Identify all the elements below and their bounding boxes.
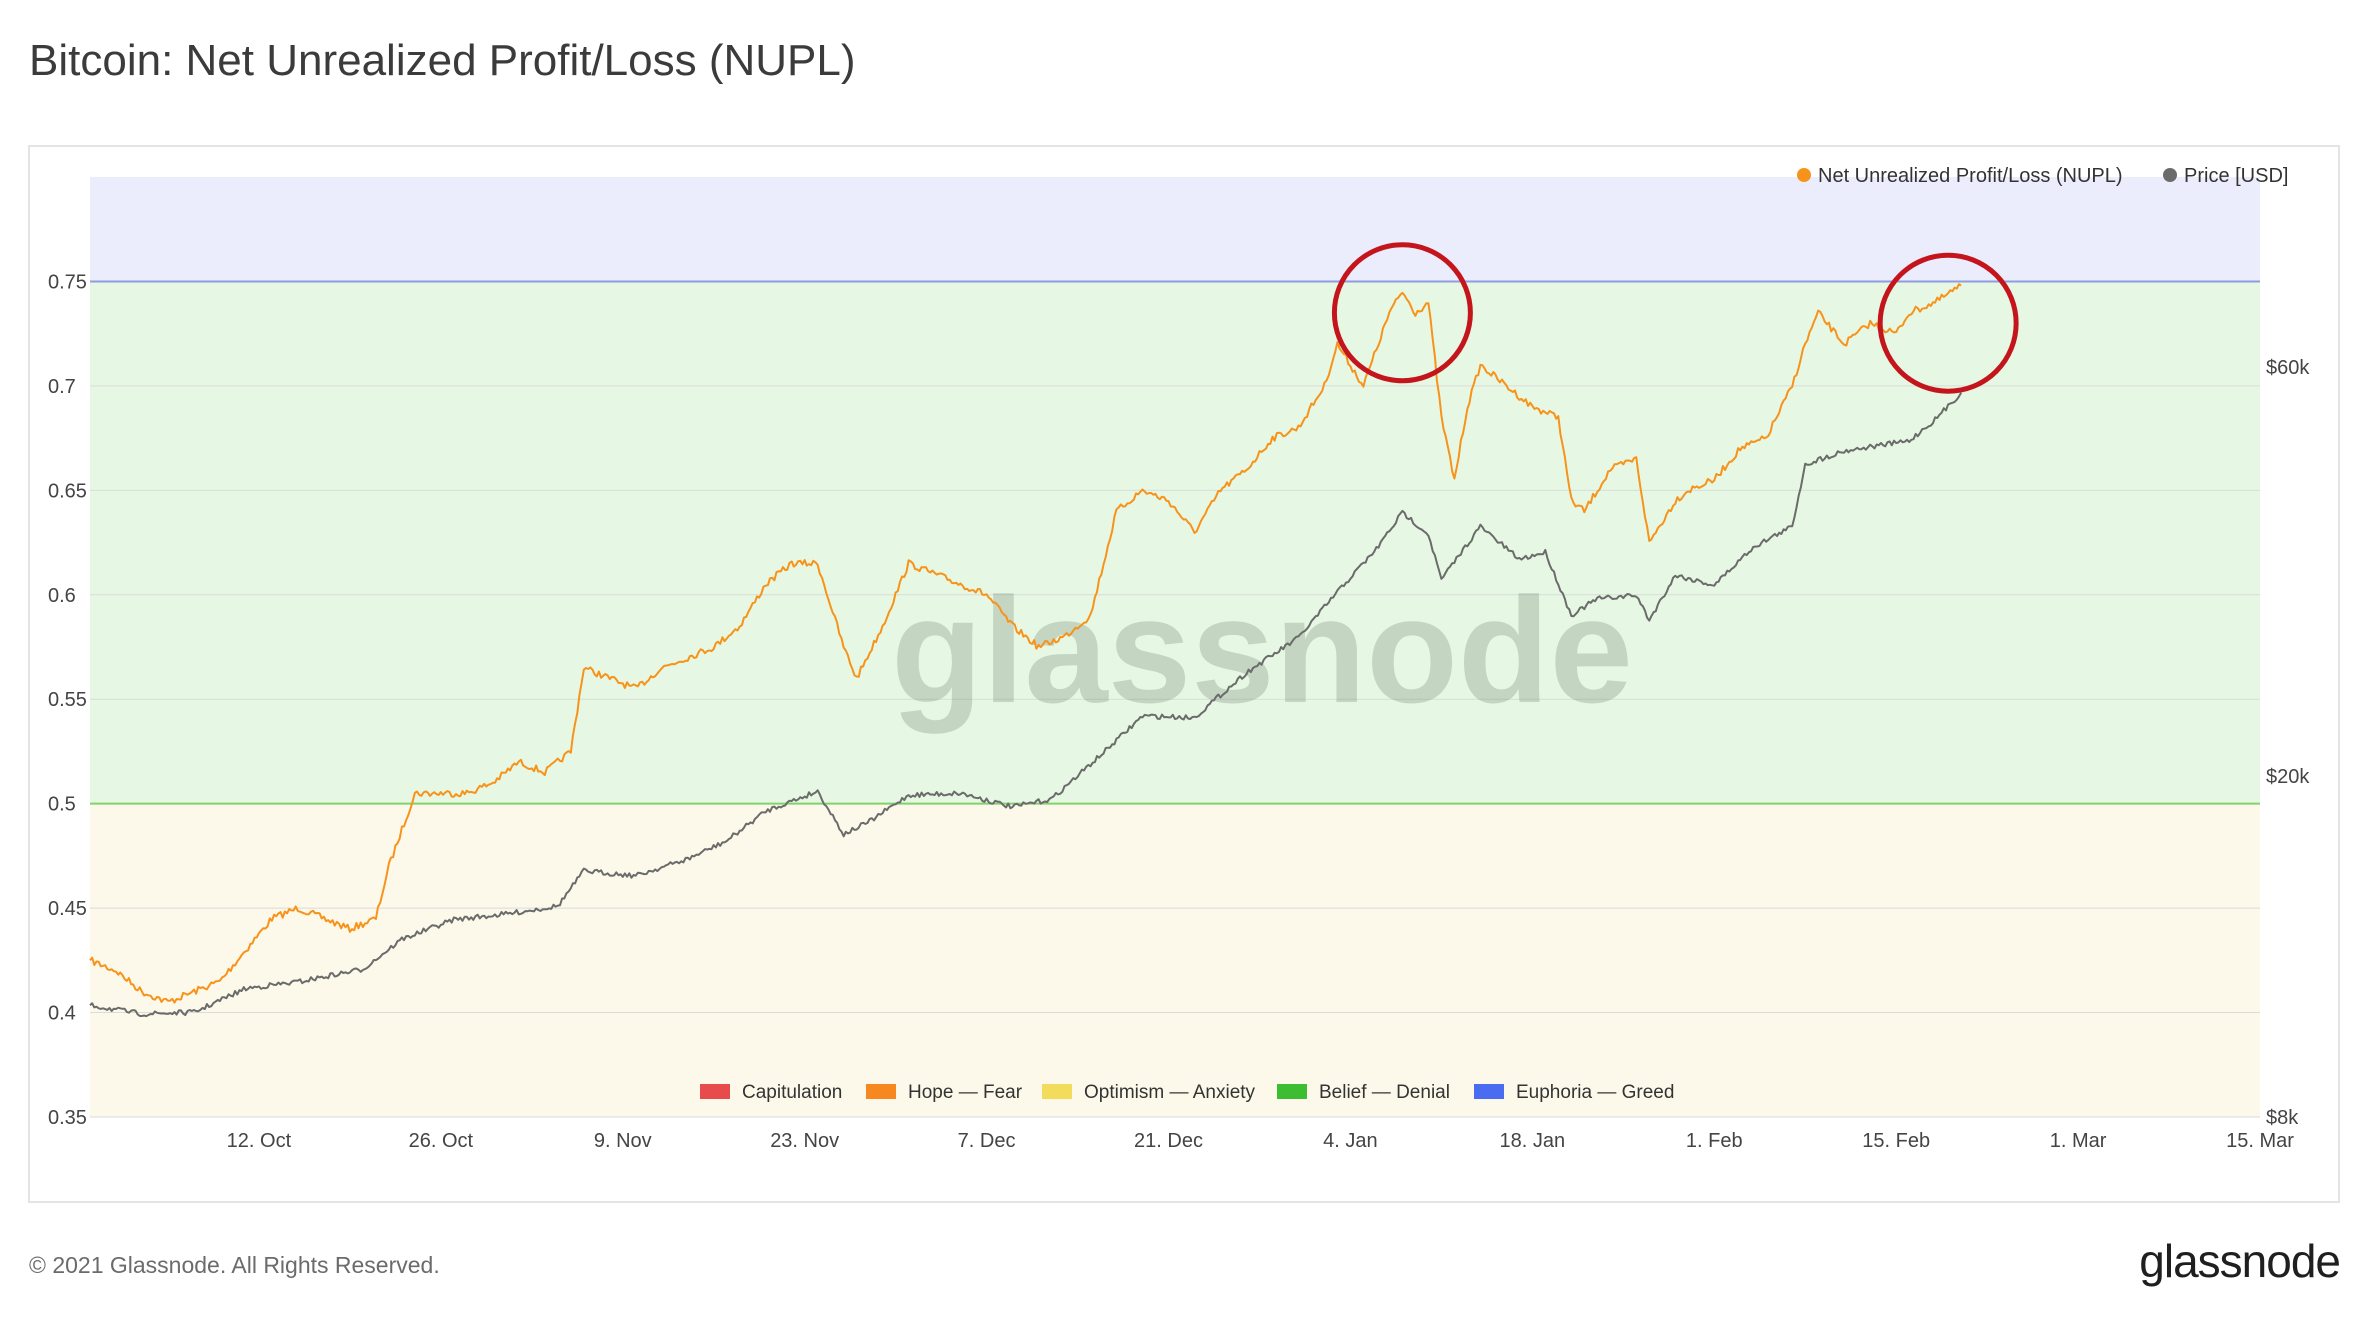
- y-axis-left: 0.35 0.4 0.45 0.5 0.55 0.6 0.65 0.7 0.75: [48, 271, 87, 1129]
- zone-legend-swatch-4: [1474, 1084, 1504, 1099]
- series-line-price: [89, 392, 1962, 1018]
- nupl-chart: glassnode 0.350.40.450.50.550.60.650.70.…: [48, 165, 2310, 1152]
- x-tick-label: 1. Feb: [1686, 1130, 1743, 1152]
- y-left-tick-label: 0.5: [48, 794, 76, 816]
- y-right-tick-label: $60k: [2266, 357, 2310, 379]
- x-tick-label: 23. Nov: [770, 1130, 839, 1152]
- y-axis-right: $8k $20k $60k: [2266, 357, 2310, 1129]
- x-tick-label: 21. Dec: [1134, 1130, 1203, 1152]
- y-right-tick-label: $8k: [2266, 1107, 2299, 1129]
- x-tick-label: 1. Mar: [2050, 1130, 2107, 1152]
- x-axis: 12. Oct 26. Oct 9. Nov 23. Nov 7. Dec 21. Dec…: [227, 1130, 2295, 1152]
- series-legend: Net Unrealized Profit/Loss (NUPL) Price […: [1797, 165, 2288, 187]
- chart-container: glassnode 0.35 0.4 0.45 0.5 0.55 0.6 0.65 0.7 0.…: [28, 145, 2340, 1203]
- zone-legend: Capitulation Hope — Fear Optimism — Anxiet…: [700, 1082, 1674, 1103]
- y-left-tick-label: 0.45: [48, 898, 87, 920]
- zone-legend-swatch-1: [866, 1084, 896, 1099]
- page-title: Bitcoin: Net Unrealized Profit/Loss (NUP…: [29, 36, 856, 85]
- annotation-circle-0: [1331, 242, 1473, 384]
- x-tick-label: 7. Dec: [958, 1130, 1016, 1152]
- y-left-tick-label: 0.55: [48, 689, 87, 711]
- zone-legend-label-3: Belief — Denial: [1319, 1082, 1450, 1103]
- zone-band-0: [90, 803, 2260, 1117]
- x-tick-label: 9. Nov: [594, 1130, 652, 1152]
- footer-logo[interactable]: glassnode: [2139, 1235, 2341, 1287]
- legend-label-0: Net Unrealized Profit/Loss (NUPL): [1818, 165, 2123, 187]
- zone-legend-label-2: Optimism — Anxiety: [1084, 1082, 1256, 1103]
- series-lines: [89, 283, 1962, 1018]
- annotation-circles: [1331, 242, 2019, 394]
- y-left-tick-label: 0.4: [48, 1003, 76, 1025]
- zone-band-2: [90, 177, 2260, 282]
- x-tick-label: 26. Oct: [409, 1130, 474, 1152]
- y-left-tick-label: 0.35: [48, 1107, 87, 1129]
- series-line-nupl: [89, 283, 1962, 1004]
- x-tick-label: 18. Jan: [1500, 1130, 1566, 1152]
- zone-legend-label-0: Capitulation: [742, 1082, 842, 1103]
- legend-marker-0: [1797, 168, 1811, 182]
- legend-marker-1: [2163, 168, 2177, 182]
- annotation-circle-1: [1877, 252, 2019, 394]
- zone-threshold-lines: [90, 280, 2260, 805]
- zone-legend-label-4: Euphoria — Greed: [1516, 1082, 1674, 1103]
- y-right-tick-label: $20k: [2266, 766, 2310, 788]
- zone-legend-swatch-0: [700, 1084, 730, 1099]
- x-tick-label: 15. Feb: [1862, 1130, 1930, 1152]
- x-tick-label: 15. Mar: [2226, 1130, 2294, 1152]
- x-tick-label: 4. Jan: [1323, 1130, 1377, 1152]
- legend-label-1: Price [USD]: [2184, 165, 2288, 187]
- footer-copyright: © 2021 Glassnode. All Rights Reserved.: [29, 1252, 440, 1278]
- zone-legend-label-1: Hope — Fear: [908, 1082, 1023, 1103]
- zone-legend-swatch-3: [1277, 1084, 1307, 1099]
- y-left-tick-label: 0.6: [48, 585, 76, 607]
- y-left-tick-label: 0.75: [48, 271, 87, 293]
- y-left-tick-label: 0.7: [48, 376, 76, 398]
- watermark: glassnode: [891, 566, 1633, 734]
- y-left-tick-label: 0.65: [48, 480, 87, 502]
- x-tick-label: 12. Oct: [227, 1130, 292, 1152]
- zone-legend-swatch-2: [1042, 1084, 1072, 1099]
